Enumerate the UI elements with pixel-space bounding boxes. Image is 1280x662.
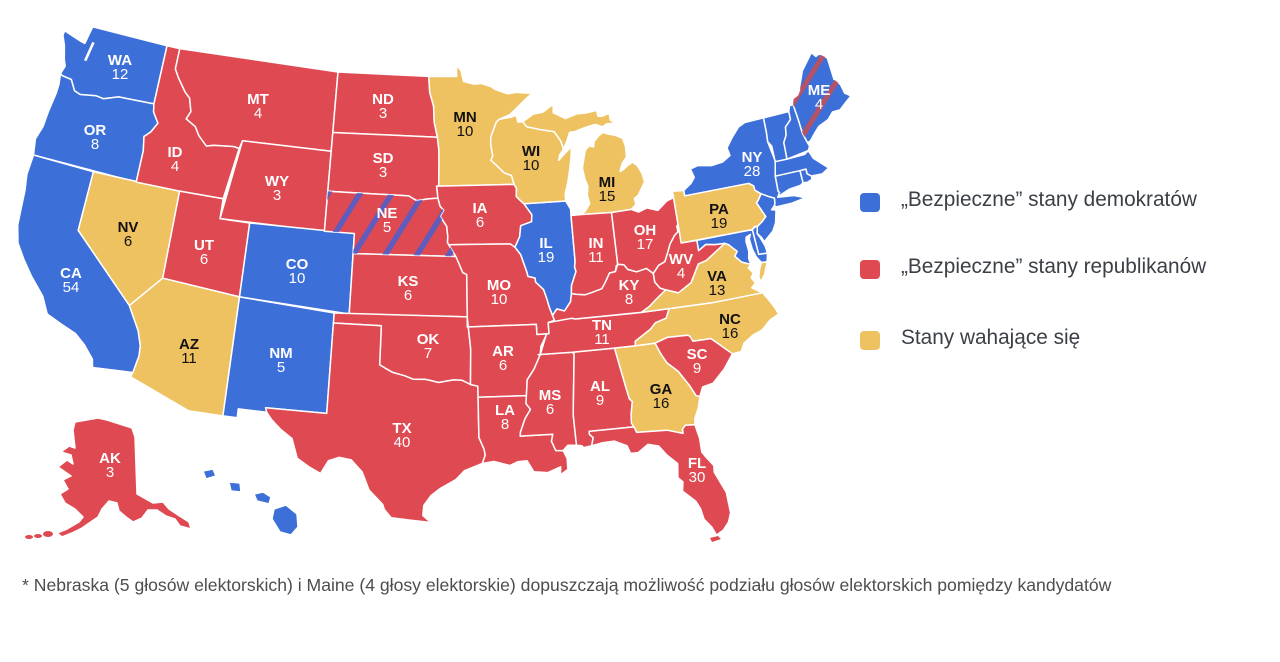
svg-text:MT: MT (247, 91, 269, 108)
svg-text:LA: LA (495, 402, 515, 419)
svg-text:ND: ND (372, 91, 394, 108)
svg-text:3: 3 (379, 164, 387, 181)
svg-text:10: 10 (491, 291, 508, 308)
svg-text:11: 11 (594, 331, 610, 348)
svg-text:AK: AK (99, 450, 121, 467)
svg-text:WI: WI (522, 143, 540, 160)
svg-text:6: 6 (476, 214, 484, 231)
svg-text:16: 16 (722, 325, 739, 342)
svg-text:MS: MS (539, 387, 562, 404)
svg-text:4: 4 (171, 158, 179, 175)
svg-text:NC: NC (719, 311, 741, 328)
svg-text:30: 30 (689, 469, 706, 486)
svg-text:16: 16 (653, 395, 670, 412)
svg-text:15: 15 (599, 188, 616, 205)
svg-text:IA: IA (473, 200, 488, 217)
svg-text:3: 3 (106, 464, 114, 481)
svg-text:11: 11 (588, 249, 604, 266)
svg-text:UT: UT (194, 237, 214, 254)
svg-text:9: 9 (596, 392, 604, 409)
svg-text:5: 5 (277, 359, 285, 376)
svg-text:13: 13 (709, 282, 726, 299)
svg-text:10: 10 (457, 123, 474, 140)
svg-text:4: 4 (254, 105, 262, 122)
svg-text:AZ: AZ (179, 336, 199, 353)
svg-text:WA: WA (108, 52, 132, 69)
svg-text:8: 8 (501, 416, 509, 433)
svg-text:OK: OK (417, 331, 440, 348)
svg-text:SD: SD (373, 150, 394, 167)
svg-text:KY: KY (619, 277, 640, 294)
svg-text:6: 6 (499, 357, 507, 374)
svg-text:ME: ME (808, 82, 831, 99)
svg-text:12: 12 (112, 66, 129, 83)
svg-text:40: 40 (394, 434, 411, 451)
svg-text:10: 10 (289, 270, 306, 287)
svg-text:OH: OH (634, 222, 657, 239)
svg-text:AL: AL (590, 378, 610, 395)
svg-text:6: 6 (546, 401, 554, 418)
svg-text:GA: GA (650, 381, 673, 398)
svg-text:TN: TN (592, 317, 612, 334)
svg-text:ID: ID (168, 144, 183, 161)
svg-text:3: 3 (273, 187, 281, 204)
svg-text:WV: WV (669, 251, 693, 268)
svg-text:4: 4 (677, 265, 685, 282)
svg-text:6: 6 (404, 287, 412, 304)
svg-text:NM: NM (269, 345, 292, 362)
svg-text:CA: CA (60, 265, 82, 282)
svg-text:19: 19 (711, 215, 728, 232)
svg-text:5: 5 (383, 219, 391, 236)
svg-text:19: 19 (538, 249, 555, 266)
svg-text:IL: IL (539, 235, 552, 252)
svg-text:4: 4 (815, 96, 823, 113)
svg-text:8: 8 (625, 291, 633, 308)
svg-text:NY: NY (742, 149, 763, 166)
svg-text:28: 28 (744, 163, 761, 180)
svg-text:VA: VA (707, 268, 727, 285)
svg-text:9: 9 (693, 360, 701, 377)
svg-text:FL: FL (688, 455, 706, 472)
svg-text:6: 6 (200, 251, 208, 268)
svg-text:CO: CO (286, 256, 309, 273)
svg-text:OR: OR (84, 122, 107, 139)
svg-text:AR: AR (492, 343, 514, 360)
svg-text:17: 17 (637, 236, 654, 253)
svg-text:SC: SC (687, 346, 708, 363)
svg-text:NE: NE (377, 205, 398, 222)
svg-text:NV: NV (118, 219, 139, 236)
svg-text:PA: PA (709, 201, 729, 218)
svg-text:6: 6 (124, 233, 132, 250)
svg-text:MI: MI (599, 174, 616, 191)
svg-text:10: 10 (523, 157, 540, 174)
svg-text:WY: WY (265, 173, 289, 190)
svg-text:11: 11 (181, 350, 197, 367)
svg-text:KS: KS (398, 273, 419, 290)
svg-text:3: 3 (379, 105, 387, 122)
svg-text:7: 7 (424, 345, 432, 362)
svg-text:MO: MO (487, 277, 511, 294)
svg-text:8: 8 (91, 136, 99, 153)
svg-text:IN: IN (589, 235, 604, 252)
svg-text:54: 54 (63, 279, 80, 296)
svg-text:TX: TX (392, 420, 411, 437)
svg-text:MN: MN (453, 109, 476, 126)
